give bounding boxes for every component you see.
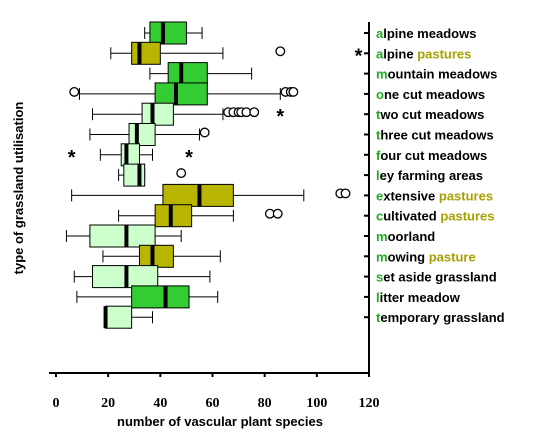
x-tick-labels: 0 20 40 60 80 100 120 xyxy=(53,396,380,411)
category-label-part: ultivated xyxy=(383,209,440,224)
outlier-point xyxy=(272,208,283,219)
outlier-point xyxy=(340,188,351,199)
category-label-part: lpine xyxy=(383,46,417,61)
x-tick-label: 20 xyxy=(101,396,115,411)
box xyxy=(131,285,190,309)
category-label-part: our cut meadows xyxy=(380,148,487,163)
category-label: mountain meadows xyxy=(376,67,497,82)
category-label-part: m xyxy=(376,249,388,264)
category-label-part: ountain meadows xyxy=(388,67,498,82)
category-label: two cut meadows xyxy=(376,107,484,122)
y-axis-title: type of grassland utilisation xyxy=(11,102,26,275)
category-label: mowing pasture xyxy=(376,249,476,264)
category-label-part: c xyxy=(376,209,383,224)
box xyxy=(131,41,161,65)
category-label: alpine pastures xyxy=(376,46,471,61)
x-tick-label: 100 xyxy=(306,396,327,411)
category-label-part: o xyxy=(376,87,384,102)
extreme-point: * xyxy=(355,45,363,67)
category-label-part: oorland xyxy=(388,229,436,244)
category-label: temporary grassland xyxy=(376,310,505,325)
box xyxy=(167,62,208,86)
category-label: four cut meadows xyxy=(376,148,487,163)
category-label-part: itter meadow xyxy=(380,290,461,305)
extreme-point: * xyxy=(276,106,284,128)
category-label-part: m xyxy=(376,229,388,244)
outlier-point xyxy=(288,86,299,97)
category-label: one cut meadows xyxy=(376,87,485,102)
box xyxy=(123,163,146,187)
category-label-part: pasture xyxy=(429,249,476,264)
axes xyxy=(49,22,370,377)
box xyxy=(128,123,156,146)
x-tick-label: 0 xyxy=(53,396,60,411)
box xyxy=(149,21,187,45)
category-label-part: ey farming areas xyxy=(380,168,483,183)
box xyxy=(138,244,174,268)
x-axis-title: number of vascular plant species xyxy=(117,414,323,429)
category-label-part: pastures xyxy=(440,209,494,224)
outlier-point xyxy=(275,46,286,57)
category-label: ley farming areas xyxy=(376,168,483,183)
category-label-part: owing xyxy=(388,249,429,264)
box xyxy=(154,204,193,228)
category-label: cultivated pastures xyxy=(376,209,495,224)
box xyxy=(120,143,140,167)
box-series: * * * * xyxy=(65,21,363,329)
box xyxy=(89,224,156,248)
category-label-part: s xyxy=(376,270,383,285)
category-label-part: t xyxy=(376,128,381,143)
box xyxy=(141,102,174,126)
box xyxy=(154,82,208,106)
category-label-part: emporary grassland xyxy=(380,310,504,325)
outlier-point xyxy=(176,168,187,179)
category-label-part: pastures xyxy=(439,188,493,203)
x-tick-label: 60 xyxy=(206,396,220,411)
category-label: three cut meadows xyxy=(376,128,494,143)
category-label-part: e xyxy=(376,188,383,203)
category-label-part: l xyxy=(376,168,380,183)
category-label-part: et aside grassland xyxy=(383,270,496,285)
category-label-part: a xyxy=(376,26,384,41)
category-label-part: t xyxy=(376,107,381,122)
category-label-part: m xyxy=(376,67,388,82)
category-label-part: wo cut meadows xyxy=(379,107,484,122)
box xyxy=(105,305,133,329)
category-label: set aside grassland xyxy=(376,270,497,285)
x-tick-label: 80 xyxy=(258,396,272,411)
outlier-point xyxy=(69,86,80,97)
extreme-point: * xyxy=(68,147,76,169)
category-label-part: lpine meadows xyxy=(383,26,476,41)
outlier-point xyxy=(199,127,210,138)
category-label-part: xtensive xyxy=(383,188,439,203)
category-label: extensive pastures xyxy=(376,188,493,203)
outlier-point xyxy=(249,107,260,118)
category-label-part: hree cut meadows xyxy=(380,128,493,143)
category-label: alpine meadows xyxy=(376,26,476,41)
category-label-part: pastures xyxy=(417,46,471,61)
category-label-part: ne cut meadows xyxy=(384,87,485,102)
x-tick-label: 40 xyxy=(153,396,167,411)
category-label: litter meadow xyxy=(376,290,461,305)
category-label-part: f xyxy=(376,148,381,163)
category-label: moorland xyxy=(376,229,435,244)
category-label-part: l xyxy=(376,290,380,305)
category-label-part: a xyxy=(376,46,384,61)
category-label-part: t xyxy=(376,310,381,325)
x-tick-label: 120 xyxy=(359,396,380,411)
extreme-point: * xyxy=(185,147,193,169)
